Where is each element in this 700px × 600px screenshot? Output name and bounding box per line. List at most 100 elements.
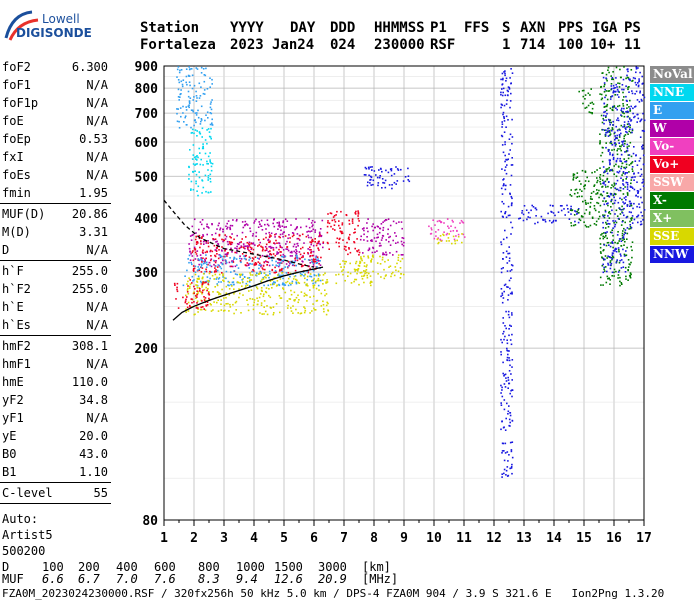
echo-point [185,311,187,313]
echo-point [395,166,397,168]
echo-point [599,251,602,253]
echo-point [260,304,263,306]
echo-point [264,249,266,252]
echo-point [609,133,612,135]
echo-point [589,224,592,227]
echo-point [250,289,253,291]
echo-point [377,236,379,239]
echo-point [224,238,227,240]
echo-point [612,78,614,81]
echo-point [614,220,617,222]
echo-point [357,213,360,215]
echo-point [622,188,625,190]
echo-point [639,136,642,138]
echo-point [199,95,202,97]
echo-point [583,221,585,223]
echo-point [624,202,626,204]
echo-point [617,277,619,279]
echo-point [627,125,630,128]
echo-point [621,174,623,176]
echo-point [621,144,623,146]
echo-point [636,216,638,218]
echo-point [399,277,402,279]
echo-point [613,132,616,135]
echo-point [609,153,611,156]
echo-point [619,145,621,148]
echo-point [368,174,370,177]
electron-density-profile [172,266,324,321]
echo-point [387,233,389,235]
echo-point [641,144,644,147]
echo-point [347,271,349,274]
echo-point [506,466,509,468]
echo-point [210,169,213,172]
echo-point [293,234,295,236]
echo-point [369,282,372,284]
echo-point [399,260,402,263]
echo-point [509,412,512,414]
echo-point [437,237,439,239]
echo-point [629,128,631,131]
echo-point [607,131,609,133]
echo-point [502,77,504,80]
echo-point [315,287,318,290]
param-value: 1.10 [79,465,108,479]
echo-point [613,184,616,186]
echo-point [328,248,330,250]
echo-point [503,374,506,376]
echo-point [203,80,206,83]
echo-point [232,260,234,262]
echo-point [629,225,632,228]
echo-point [233,256,235,259]
echo-point [266,223,269,226]
echo-point [232,265,234,268]
echo-point [229,235,231,238]
echo-point [341,222,344,224]
echo-point [507,119,509,121]
echo-point [632,207,634,210]
echo-point [502,322,505,324]
echo-point [585,203,587,205]
echo-point [312,303,314,305]
echo-point [370,176,373,179]
echo-point [461,233,463,235]
echo-point [205,286,207,289]
echo-point [390,168,393,170]
echo-point [635,90,638,93]
echo-point [500,428,502,431]
echo-point [532,206,535,208]
echo-point [600,114,603,117]
echo-point [265,232,267,235]
echo-point [251,263,253,265]
echo-point [501,476,503,478]
echo-point [609,279,611,281]
echo-point [303,295,306,297]
echo-point [269,257,271,259]
echo-point [456,229,458,232]
echo-point [214,249,217,251]
echo-point [511,395,513,398]
echo-point [608,161,611,163]
echo-point [620,167,622,170]
echo-point [222,230,224,233]
echo-point [614,248,616,251]
echo-point [244,224,247,226]
echo-point [187,310,190,312]
echo-point [504,429,507,431]
echo-point [585,226,588,228]
echo-point [271,269,273,272]
echo-point [595,224,598,226]
echo-point [337,273,340,276]
echo-point [217,278,220,280]
echo-point [219,254,221,256]
echo-point [303,252,305,255]
echo-point [216,284,219,287]
echo-point [196,287,199,289]
echo-point [286,307,289,309]
echo-point [629,110,631,112]
echo-point [192,280,194,282]
echo-point [502,426,505,429]
echo-point [315,280,317,283]
echo-point [509,364,511,367]
x-tick-label: 14 [546,531,562,546]
